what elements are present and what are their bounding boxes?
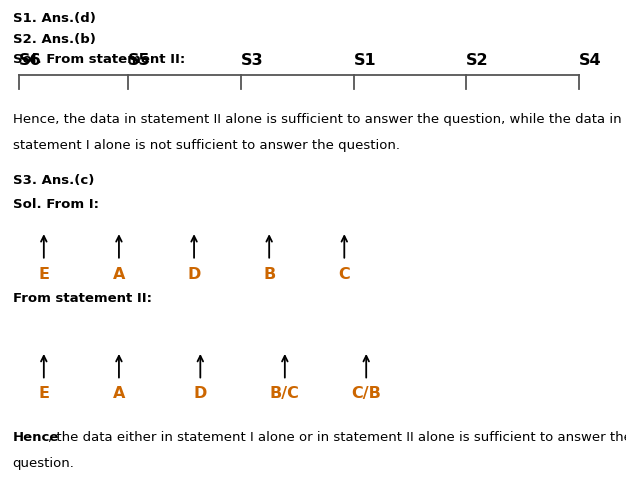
Text: S3. Ans.(c): S3. Ans.(c) [13, 174, 94, 187]
Text: question.: question. [13, 456, 74, 469]
Text: B/C: B/C [270, 386, 300, 401]
Text: Sol. From I:: Sol. From I: [13, 197, 98, 210]
Text: E: E [38, 386, 49, 401]
Text: S1. Ans.(d): S1. Ans.(d) [13, 12, 95, 25]
Text: S3: S3 [241, 53, 264, 68]
Text: , the data either in statement I alone or in statement II alone is sufficient to: , the data either in statement I alone o… [48, 430, 626, 444]
Text: S2: S2 [466, 53, 489, 68]
Text: C/B: C/B [351, 386, 381, 401]
Text: Hence, the data in statement II alone is sufficient to answer the question, whil: Hence, the data in statement II alone is… [13, 113, 621, 126]
Text: B: B [263, 266, 275, 281]
Text: D: D [193, 386, 207, 401]
Text: A: A [113, 266, 125, 281]
Text: statement I alone is not sufficient to answer the question.: statement I alone is not sufficient to a… [13, 139, 399, 152]
Text: E: E [38, 266, 49, 281]
Text: From statement II:: From statement II: [13, 292, 151, 305]
Text: C: C [339, 266, 350, 281]
Text: S4: S4 [579, 53, 602, 68]
Text: S6: S6 [19, 53, 41, 68]
Text: A: A [113, 386, 125, 401]
Text: S2. Ans.(b): S2. Ans.(b) [13, 33, 95, 46]
Text: S5: S5 [128, 53, 151, 68]
Text: Sol. From statement II:: Sol. From statement II: [13, 53, 185, 66]
Text: Hence: Hence [13, 430, 59, 444]
Text: D: D [187, 266, 201, 281]
Text: S1: S1 [354, 53, 376, 68]
